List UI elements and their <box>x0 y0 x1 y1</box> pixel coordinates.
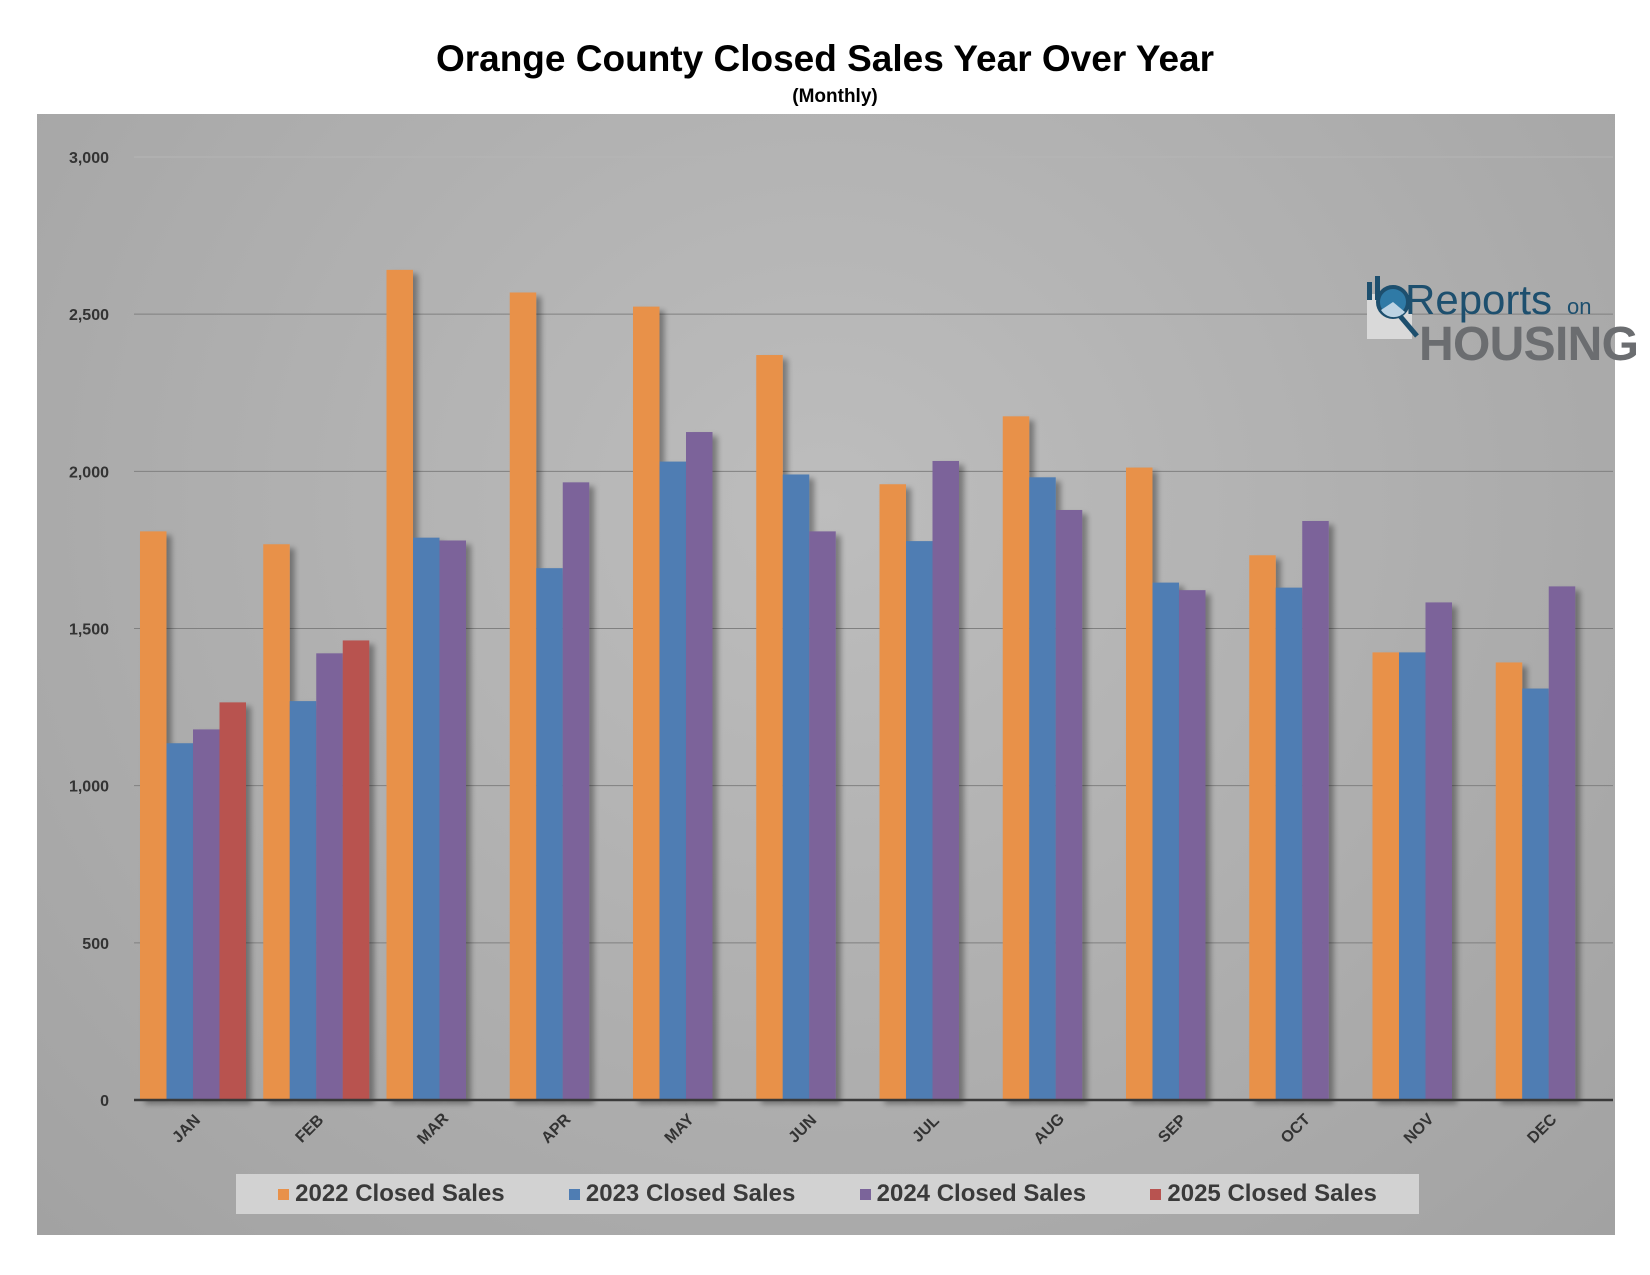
bar-2023-jun <box>782 474 810 1100</box>
bar-2023-jul <box>906 541 933 1100</box>
bar-2023-dec <box>1522 688 1549 1100</box>
chart-subtitle: (Monthly) <box>792 86 878 107</box>
bar-2022-feb <box>263 544 290 1100</box>
bar-2023-apr <box>536 568 563 1100</box>
bar-2025-feb <box>342 640 370 1100</box>
legend-label: 2025 Closed Sales <box>1167 1180 1377 1207</box>
bar-2022-mar <box>386 269 413 1100</box>
bar-2023-aug <box>1029 477 1056 1100</box>
bar-2023-mar <box>413 537 440 1100</box>
bar-2022-jul <box>879 484 906 1100</box>
bar-2022-jun <box>756 355 783 1100</box>
legend-swatch <box>859 1188 871 1200</box>
y-tick-label: 0 <box>100 1093 109 1110</box>
bar-2023-oct <box>1275 587 1303 1100</box>
svg-text:on: on <box>1567 294 1591 319</box>
bar-2025-jan <box>219 702 246 1100</box>
bar-2024-may <box>686 432 713 1101</box>
bar-2024-apr <box>562 482 590 1101</box>
bar-2023-sep <box>1152 582 1179 1100</box>
x-tick-label: NOV <box>1401 1111 1438 1148</box>
bar-2024-aug <box>1055 509 1083 1100</box>
bar-2024-feb <box>316 653 343 1100</box>
x-tick-label: JUN <box>786 1112 821 1147</box>
y-tick-label: 3,000 <box>69 150 109 167</box>
bar-2024-jun <box>809 531 836 1100</box>
chart-area: 0 500 1,000 1,500 2,000 2,500 3,000 JAN FEB MAR AP… <box>37 114 1639 1235</box>
chart-legend: 2022 Closed Sales 2023 Closed Sales 2024 C… <box>236 1174 1419 1214</box>
bar-2024-jul <box>932 460 959 1100</box>
legend-item: 2023 Closed Sales <box>568 1180 796 1208</box>
bar-2023-may <box>659 461 686 1100</box>
x-tick-label: FEB <box>293 1112 328 1147</box>
legend-label: 2024 Closed Sales <box>876 1180 1087 1207</box>
x-tick-label: JAN <box>169 1112 204 1147</box>
bar-2024-mar <box>439 540 466 1100</box>
svg-text:Reports: Reports <box>1405 276 1552 323</box>
bar-2024-jan <box>193 729 220 1100</box>
x-tick-label: OCT <box>1278 1111 1314 1147</box>
bar-2023-jan <box>166 743 193 1100</box>
bar-2022-apr <box>509 292 537 1100</box>
legend-swatch <box>1150 1188 1162 1200</box>
legend-label: 2022 Closed Sales <box>295 1180 505 1207</box>
bar-chart: 0 500 1,000 1,500 2,000 2,500 3,000 JAN FEB MAR AP… <box>69 150 1613 1148</box>
bar-2024-nov <box>1425 602 1452 1100</box>
bar-2022-may <box>633 306 660 1100</box>
svg-text:HOUSING: HOUSING <box>1419 318 1639 371</box>
legend-swatch <box>568 1188 580 1200</box>
x-tick-label: JUL <box>909 1112 943 1146</box>
y-tick-label: 1,000 <box>69 779 109 796</box>
x-tick-label: AUG <box>1031 1110 1068 1147</box>
bar-2022-jan <box>140 531 167 1100</box>
x-tick-label: SEP <box>1155 1111 1190 1146</box>
legend-swatch <box>278 1188 290 1200</box>
x-tick-label: DEC <box>1524 1111 1560 1147</box>
bar-2024-sep <box>1179 590 1206 1100</box>
bar-2023-feb <box>289 701 317 1100</box>
bar-2022-aug <box>1002 416 1030 1100</box>
bar-2022-oct <box>1249 555 1276 1100</box>
bar-2022-sep <box>1126 467 1153 1100</box>
legend-item: 2025 Closed Sales <box>1150 1180 1377 1208</box>
x-tick-label: APR <box>538 1111 574 1147</box>
y-tick-label: 1,500 <box>69 622 109 639</box>
y-tick-label: 2,500 <box>69 307 109 324</box>
reports-on-housing-logo: Reports on HOUSING <box>1367 274 1642 374</box>
y-tick-label: 2,000 <box>69 464 109 481</box>
y-tick-label: 500 <box>82 936 109 953</box>
bar-2023-nov <box>1399 652 1426 1100</box>
x-tick-label: MAY <box>662 1111 698 1147</box>
x-tick-label: MAR <box>414 1110 452 1148</box>
bar-2024-dec <box>1548 586 1576 1100</box>
bar-2022-dec <box>1495 662 1523 1100</box>
legend-item: 2022 Closed Sales <box>278 1180 505 1208</box>
legend-label: 2023 Closed Sales <box>585 1180 796 1207</box>
bar-2022-nov <box>1372 652 1399 1100</box>
chart-title: Orange County Closed Sales Year Over Yea… <box>435 38 1215 79</box>
bar-2024-oct <box>1302 520 1329 1100</box>
legend-item: 2024 Closed Sales <box>859 1180 1087 1208</box>
